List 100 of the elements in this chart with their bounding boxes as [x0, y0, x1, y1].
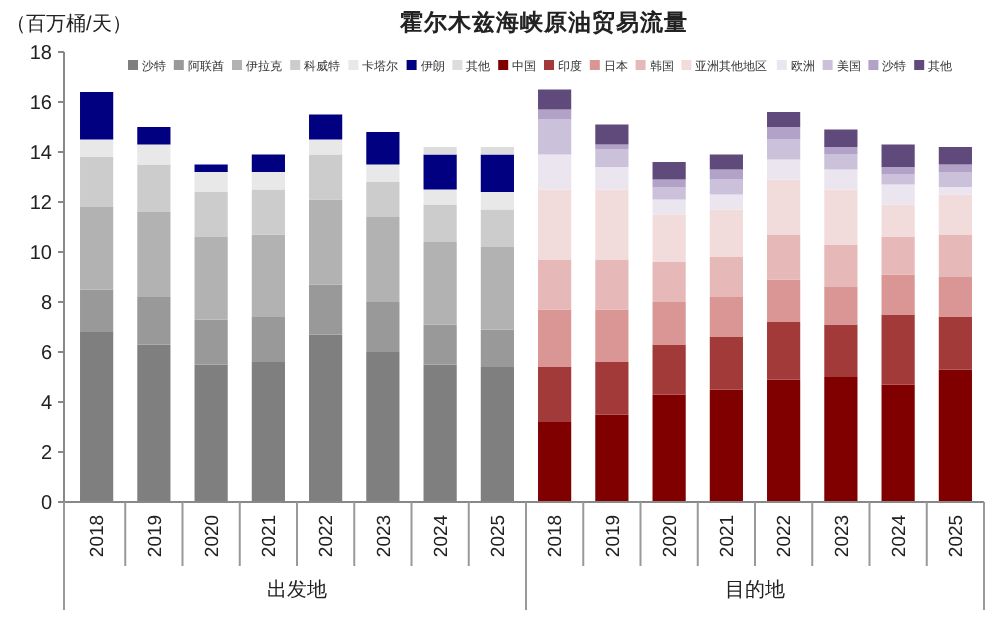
bar [595, 149, 629, 167]
bar [652, 214, 686, 262]
bar [938, 187, 972, 195]
bar [366, 132, 400, 165]
bar [652, 187, 686, 200]
bar [80, 92, 114, 140]
bar [137, 164, 171, 212]
y-tick-label: 14 [29, 143, 53, 165]
bar [538, 109, 572, 120]
y-tick-label: 16 [29, 93, 53, 115]
bar [652, 162, 686, 180]
y-tick-label: 8 [40, 293, 53, 315]
bar [480, 147, 514, 155]
bar [538, 119, 572, 155]
bar [480, 247, 514, 330]
x-tick-label: 2018 [545, 514, 568, 558]
y-tick-label: 12 [29, 193, 53, 215]
bar [251, 317, 285, 362]
y-tick-label: 2 [40, 443, 53, 465]
bar [824, 244, 858, 287]
bar [938, 234, 972, 277]
x-tick-label: 2020 [201, 514, 224, 558]
bar [137, 297, 171, 345]
y-axis-title: （百万桶/天） [6, 12, 132, 36]
bar [767, 127, 801, 140]
bar [423, 189, 457, 205]
bar [824, 377, 858, 502]
bar [767, 379, 801, 502]
x-tick-label: 2022 [774, 514, 797, 558]
bar [480, 209, 514, 247]
bar [709, 257, 743, 297]
x-tick-label: 2022 [316, 514, 339, 558]
x-tick-label: 2021 [717, 514, 740, 558]
bar [251, 154, 285, 172]
bar [824, 287, 858, 325]
bar [366, 164, 400, 182]
bar [538, 189, 572, 260]
bar [824, 169, 858, 190]
bar [881, 237, 915, 275]
bar [538, 154, 572, 190]
bar [938, 147, 972, 165]
bar [194, 164, 228, 172]
bar [938, 317, 972, 370]
bar [194, 237, 228, 320]
bar [80, 157, 114, 207]
bar [767, 279, 801, 322]
bar [824, 324, 858, 377]
bar [595, 144, 629, 150]
y-tick-label: 18 [29, 43, 53, 65]
bar [194, 172, 228, 192]
bar [767, 139, 801, 160]
bar [709, 209, 743, 257]
x-tick-label: 2024 [888, 514, 911, 558]
bar [938, 172, 972, 187]
bar [194, 192, 228, 237]
bar [309, 199, 343, 285]
chart-title: 霍尔木兹海峡原油贸易流量 [398, 8, 688, 36]
bar [767, 112, 801, 127]
bar [480, 154, 514, 192]
bar [824, 189, 858, 245]
bar [767, 159, 801, 180]
bar [309, 114, 343, 140]
bar [538, 422, 572, 502]
y-tick-label: 0 [40, 493, 53, 515]
bar [652, 262, 686, 302]
bar [652, 199, 686, 215]
bar [595, 259, 629, 310]
x-tick-label: 2018 [87, 514, 110, 558]
bar [881, 167, 915, 175]
bar [538, 89, 572, 110]
bar [938, 369, 972, 502]
bar [652, 302, 686, 345]
bar [137, 212, 171, 297]
bar [595, 414, 629, 502]
x-tick-label: 2020 [659, 514, 682, 558]
bar [251, 234, 285, 317]
bar [767, 179, 801, 235]
bar [824, 129, 858, 147]
bar [652, 179, 686, 187]
bar [538, 309, 572, 367]
bar [881, 184, 915, 205]
bar [538, 259, 572, 310]
bar [595, 124, 629, 145]
bar [652, 344, 686, 395]
y-tick-label: 4 [40, 393, 53, 415]
bar [881, 274, 915, 315]
y-tick-label: 6 [40, 343, 53, 365]
bar [423, 154, 457, 190]
x-tick-label: 2025 [488, 514, 511, 558]
bar [194, 319, 228, 365]
x-tick-label: 2019 [602, 514, 625, 558]
bar [366, 182, 400, 217]
bar [423, 204, 457, 242]
bar [423, 324, 457, 365]
bar [767, 322, 801, 380]
bar [80, 289, 114, 332]
text: 目的地 [725, 578, 785, 602]
bar [709, 337, 743, 390]
bar [366, 217, 400, 302]
x-tick-label: 2021 [259, 514, 282, 558]
